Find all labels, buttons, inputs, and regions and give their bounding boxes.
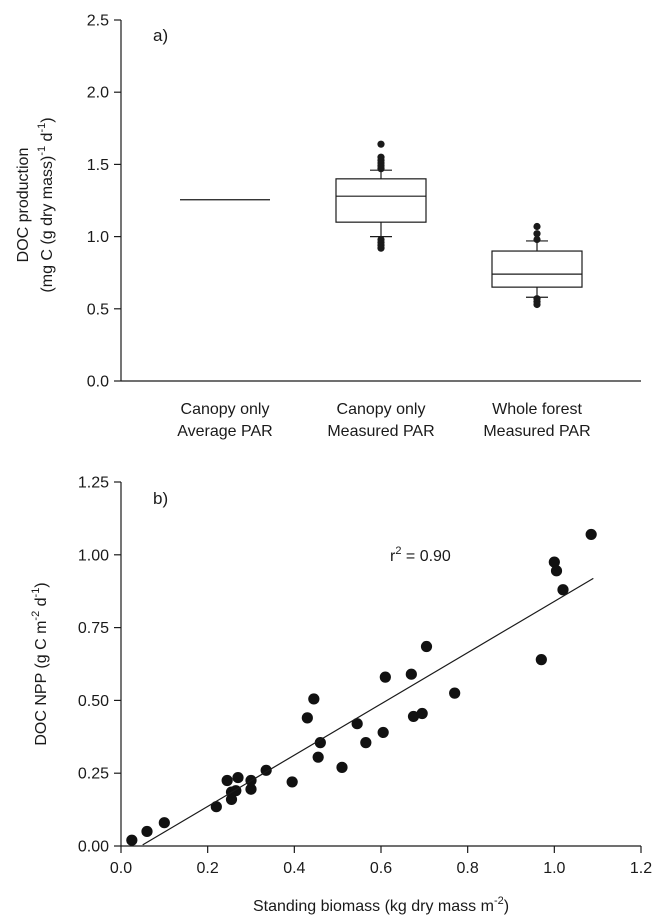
scatter-point: [336, 761, 348, 773]
scatter-point: [405, 668, 417, 680]
panel-b-x-tick-label: 0.0: [110, 860, 132, 877]
panel-a-y-ticks: 0.0 0.5 1.0 1.5 2.0 2.5: [87, 13, 121, 391]
panel-b-y-ticks: 0.00 0.25 0.50 0.75 1.00 1.25: [78, 475, 121, 856]
panel-a-y-tick-label: 2.5: [87, 13, 109, 30]
category-label-line1: Whole forest: [492, 401, 582, 418]
panel-b-label: b): [153, 489, 168, 508]
category-label-line1: Canopy only: [337, 401, 426, 418]
scatter-point: [308, 693, 320, 705]
scatter-point: [548, 556, 560, 568]
scatter-point: [351, 718, 363, 730]
panel-b-x-tick-label: 1.2: [630, 860, 652, 877]
box-outlier-point: [377, 235, 385, 244]
scatter-point: [286, 776, 298, 788]
category-label-line2: Measured PAR: [327, 423, 434, 440]
panel-b-y-tick-label: 1.25: [78, 475, 109, 492]
scatter-point: [314, 737, 326, 749]
panel-b-x-label: Standing biomass (kg dry mass m-2): [253, 895, 509, 915]
panel-b-x-tick-label: 1.0: [543, 860, 565, 877]
panel-b-y-tick-label: 0.75: [78, 620, 109, 637]
scatter-point: [210, 801, 222, 813]
scatter-point: [312, 751, 324, 763]
scatter-point: [141, 825, 153, 838]
panel-a-boxes: [180, 140, 583, 309]
category-label-line1: Canopy only: [181, 401, 270, 418]
panel-b-r2-annotation: r2 = 0.90: [390, 545, 451, 565]
panel-b-y-label-text: DOC NPP (g C m-2 d-1): [30, 582, 50, 745]
panel-b-scatter-plot: b) 0.00 0.25 0.50 0.75 1.00 1.25 0.0 0.2 0.4 0.6…: [30, 475, 652, 916]
panel-b-x-tick-label: 0.2: [197, 860, 219, 877]
box-outlier-point: [377, 140, 385, 148]
panel-a-label: a): [153, 26, 168, 45]
category-label-line2: Average PAR: [177, 423, 272, 440]
scatter-point: [360, 737, 372, 749]
scatter-point: [126, 834, 138, 846]
scatter-point: [535, 654, 547, 666]
panel-a-category-labels: Canopy only Average PAR Canopy only Measure…: [177, 401, 590, 440]
box-outlier-point: [533, 230, 541, 238]
panel-a-y-label-line1: DOC production: [15, 148, 32, 263]
panel-b-y-label: DOC NPP (g C m-2 d-1): [30, 582, 50, 745]
scatter-point: [557, 584, 569, 596]
scatter-point: [420, 640, 433, 653]
scatter-point: [379, 671, 391, 683]
scatter-point: [407, 710, 420, 723]
box-outlier-point: [533, 235, 541, 244]
scatter-point: [158, 817, 170, 829]
panel-a-y-tick-label: 1.0: [87, 229, 109, 246]
panel-b-x-ticks: 0.0 0.2 0.4 0.6 0.8 1.0 1.2: [110, 846, 652, 877]
scatter-point: [416, 707, 428, 720]
panel-a-box-plot: a) 0.0 0.5 1.0 1.5 2.0 2.5 Canopy only Average…: [15, 13, 641, 440]
box-iqr: [491, 250, 583, 288]
panel-b-y-tick-label: 0.25: [78, 766, 109, 783]
panel-a-y-label: DOC production (mg C (g dry mass)-1 d-1): [15, 117, 56, 292]
panel-b-x-tick-label: 0.4: [283, 860, 305, 877]
panel-a-y-label-line2: (mg C (g dry mass)-1 d-1): [36, 117, 56, 292]
scatter-point: [232, 771, 244, 784]
panel-a-y-tick-label: 2.0: [87, 85, 109, 102]
panel-a-y-tick-label: 1.5: [87, 157, 109, 174]
panel-a-y-tick-label: 0.5: [87, 301, 109, 318]
panel-b-y-tick-label: 1.00: [78, 547, 109, 564]
panel-b-y-tick-label: 0.00: [78, 839, 109, 856]
panel-b-regression-line: [142, 577, 594, 846]
scatter-point: [301, 712, 313, 724]
panel-b-x-tick-label: 0.8: [457, 860, 479, 877]
panel-b-points: [126, 528, 597, 846]
scatter-point: [221, 774, 233, 787]
scatter-point: [245, 783, 257, 795]
scatter-point: [585, 528, 597, 541]
box-iqr: [335, 178, 427, 223]
panel-b-x-tick-label: 0.6: [370, 860, 392, 877]
box-outlier-point: [533, 295, 541, 303]
box-outlier-point: [377, 153, 385, 161]
scatter-point: [449, 687, 461, 699]
box-outlier-point: [533, 222, 541, 231]
panel-a-y-tick-label: 0.0: [87, 374, 109, 391]
scatter-point: [377, 726, 389, 739]
scatter-point: [550, 565, 563, 577]
panel-b-y-tick-label: 0.50: [78, 693, 109, 710]
category-label-line2: Measured PAR: [483, 423, 590, 440]
